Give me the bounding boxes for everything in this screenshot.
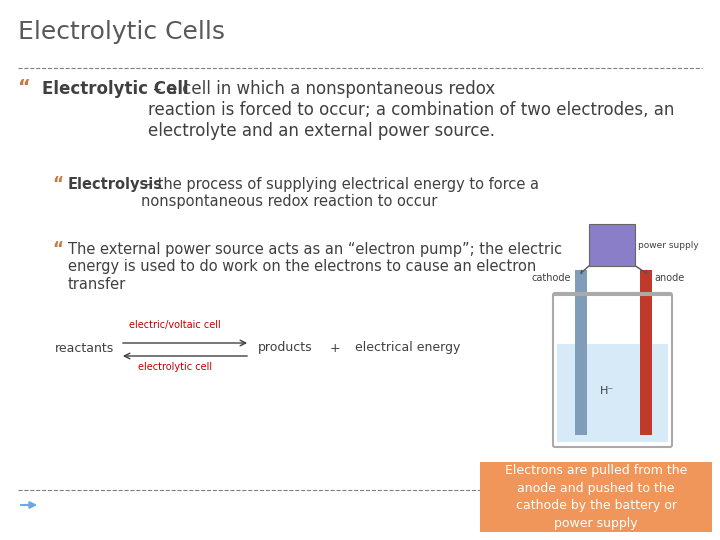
Text: Electrolytic Cells: Electrolytic Cells (18, 20, 225, 44)
Text: Electrons are pulled from the
anode and pushed to the
cathode by the battery or
: Electrons are pulled from the anode and … (505, 464, 687, 530)
Text: Electrolysis: Electrolysis (68, 177, 163, 192)
Text: cathode: cathode (531, 273, 571, 283)
Text: electric/voltaic cell: electric/voltaic cell (129, 320, 221, 330)
Text: power supply: power supply (638, 240, 698, 249)
Bar (640, 270, 652, 435)
Text: anode: anode (654, 273, 684, 283)
Text: +: + (330, 341, 341, 354)
Text: “: “ (52, 175, 63, 193)
Bar (575, 270, 587, 435)
Bar (557, 345, 668, 442)
Text: electrolytic cell: electrolytic cell (138, 362, 212, 372)
Text: “: “ (52, 240, 63, 258)
Text: – the process of supplying electrical energy to force a
nonspontaneous redox rea: – the process of supplying electrical en… (141, 177, 539, 210)
Text: Electrolytic Cell: Electrolytic Cell (42, 80, 189, 98)
Text: reactants: reactants (55, 341, 114, 354)
Text: products: products (258, 341, 312, 354)
Text: – a cell in which a nonspontaneous redox
reaction is forced to occur; a combinat: – a cell in which a nonspontaneous redox… (148, 80, 675, 140)
Text: The external power source acts as an “electron pump”; the electric
energy is use: The external power source acts as an “el… (68, 242, 562, 292)
Text: H⁻: H⁻ (600, 386, 614, 396)
FancyBboxPatch shape (589, 224, 635, 266)
Text: “: “ (18, 78, 31, 97)
Text: electrical energy: electrical energy (355, 341, 460, 354)
FancyBboxPatch shape (480, 462, 712, 532)
